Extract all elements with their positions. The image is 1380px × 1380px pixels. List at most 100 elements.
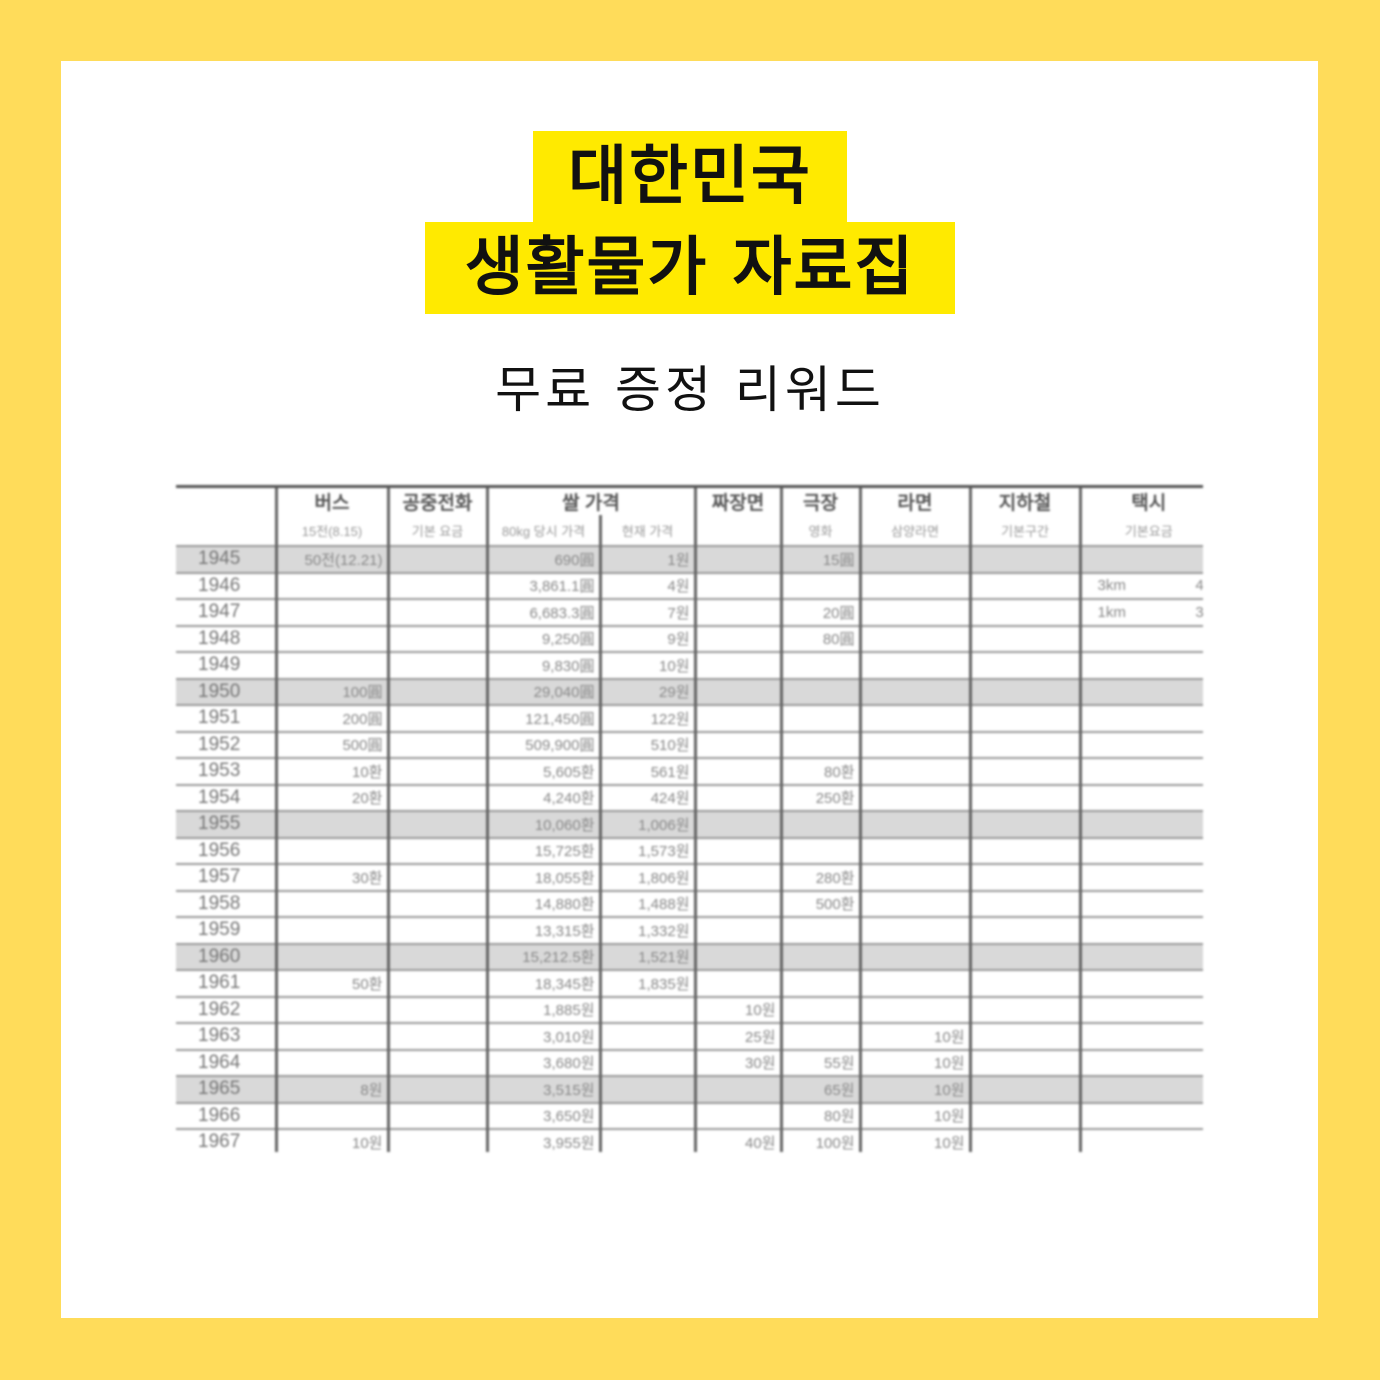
payphone-cell xyxy=(386,677,487,705)
bus-cell: 10원 xyxy=(274,1128,388,1152)
taxi-cell xyxy=(1078,863,1203,891)
payphone-cell xyxy=(386,810,487,838)
payphone-cell xyxy=(386,916,487,944)
table-row: 1966 3,650원 80원 10원 xyxy=(176,1101,1203,1129)
theater-cell: 65원 xyxy=(779,1075,861,1103)
jjajang-cell xyxy=(693,889,782,917)
table-row: 1963 3,010원 25원 10원 xyxy=(176,1022,1203,1050)
bus-cell xyxy=(274,1022,388,1050)
taxi-fare: 40 xyxy=(1195,577,1203,595)
payphone-cell xyxy=(386,836,487,864)
theater-cell xyxy=(779,704,861,732)
ramen-cell xyxy=(858,704,971,732)
year-cell: 1954 xyxy=(176,783,276,811)
taxi-cell xyxy=(1078,1075,1203,1103)
header-ramen: 라면 xyxy=(858,485,971,515)
header-rice: 쌀 가격 xyxy=(485,485,696,515)
taxi-cell xyxy=(1078,1048,1203,1076)
jjajang-cell xyxy=(693,545,782,573)
bus-cell xyxy=(274,598,388,626)
bus-cell xyxy=(274,1101,388,1129)
taxi-cell xyxy=(1078,836,1203,864)
sub-subway: 기본구간 xyxy=(968,515,1081,546)
subway-cell xyxy=(968,969,1081,997)
header-theater: 극장 xyxy=(779,485,861,515)
payphone-cell xyxy=(386,624,487,652)
theater-cell: 250환 xyxy=(779,783,861,811)
payphone-cell xyxy=(386,598,487,626)
header-subway: 지하철 xyxy=(968,485,1081,515)
payphone-cell xyxy=(386,730,487,758)
rice-then-cell: 15,212.5환 xyxy=(485,942,600,970)
year-cell: 1957 xyxy=(176,863,276,891)
theater-cell: 280환 xyxy=(779,863,861,891)
year-cell: 1958 xyxy=(176,889,276,917)
theater-cell: 80원 xyxy=(779,1101,861,1129)
rice-now-cell: 1,488원 xyxy=(598,889,696,917)
ramen-cell xyxy=(858,757,971,785)
year-cell: 1946 xyxy=(176,571,276,599)
bus-cell: 10환 xyxy=(274,757,388,785)
bus-cell: 50환 xyxy=(274,969,388,997)
table-row: 1954 20환 4,240환 424원 250환 xyxy=(176,783,1203,811)
sub-taxi: 기본요금 xyxy=(1078,515,1203,546)
year-cell: 1955 xyxy=(176,810,276,838)
ramen-cell xyxy=(858,995,971,1023)
taxi-cell xyxy=(1078,545,1203,573)
table-row: 1951 200圓 121,450圓 122원 xyxy=(176,704,1203,732)
jjajang-cell xyxy=(693,757,782,785)
payphone-cell xyxy=(386,757,487,785)
taxi-cell xyxy=(1078,969,1203,997)
rice-then-cell: 3,650원 xyxy=(485,1101,600,1129)
year-cell: 1961 xyxy=(176,969,276,997)
year-cell: 1967 xyxy=(176,1128,276,1152)
subway-cell xyxy=(968,836,1081,864)
payphone-cell xyxy=(386,863,487,891)
bus-cell: 200圓 xyxy=(274,704,388,732)
year-cell: 1952 xyxy=(176,730,276,758)
rice-then-cell: 14,880환 xyxy=(485,889,600,917)
ramen-cell: 10원 xyxy=(858,1075,971,1103)
payphone-cell xyxy=(386,889,487,917)
theater-cell: 20圓 xyxy=(779,598,861,626)
ramen-cell: 10원 xyxy=(858,1128,971,1152)
year-cell: 1947 xyxy=(176,598,276,626)
theater-cell xyxy=(779,730,861,758)
rice-then-cell: 3,955원 xyxy=(485,1128,600,1152)
year-cell: 1951 xyxy=(176,704,276,732)
subway-cell xyxy=(968,704,1081,732)
taxi-cell xyxy=(1078,651,1203,679)
rice-then-cell: 1,885원 xyxy=(485,995,600,1023)
rice-then-cell: 3,861.1圓 xyxy=(485,571,600,599)
sub-rice-then: 80kg 당시 가격 xyxy=(485,515,600,546)
header-payphone: 공중전화 xyxy=(386,485,487,515)
ramen-cell xyxy=(858,598,971,626)
rice-now-cell xyxy=(598,1128,696,1152)
year-cell: 1966 xyxy=(176,1101,276,1129)
rice-then-cell: 10,060환 xyxy=(485,810,600,838)
taxi-cell xyxy=(1078,916,1203,944)
rice-now-cell: 10원 xyxy=(598,651,696,679)
header-jjajang: 짜장면 xyxy=(693,485,782,546)
table-row: 1961 50환 18,345환 1,835원 xyxy=(176,969,1203,997)
jjajang-cell xyxy=(693,730,782,758)
table-row: 1959 13,315환 1,332원 xyxy=(176,916,1203,944)
payphone-cell xyxy=(386,942,487,970)
rice-then-cell: 121,450圓 xyxy=(485,704,600,732)
bus-cell xyxy=(274,995,388,1023)
payphone-cell xyxy=(386,1128,487,1152)
table-row: 1965 8원 3,515원 65원 10원 xyxy=(176,1075,1203,1103)
bus-cell xyxy=(274,836,388,864)
subway-cell xyxy=(968,598,1081,626)
rice-then-cell: 509,900圓 xyxy=(485,730,600,758)
jjajang-cell: 25원 xyxy=(693,1022,782,1050)
bus-cell xyxy=(274,942,388,970)
theater-cell: 500환 xyxy=(779,889,861,917)
theater-cell: 80환 xyxy=(779,757,861,785)
taxi-cell: 3km 40 xyxy=(1078,571,1203,599)
subway-cell xyxy=(968,863,1081,891)
rice-now-cell: 7원 xyxy=(598,598,696,626)
ramen-cell xyxy=(858,651,971,679)
year-cell: 1956 xyxy=(176,836,276,864)
